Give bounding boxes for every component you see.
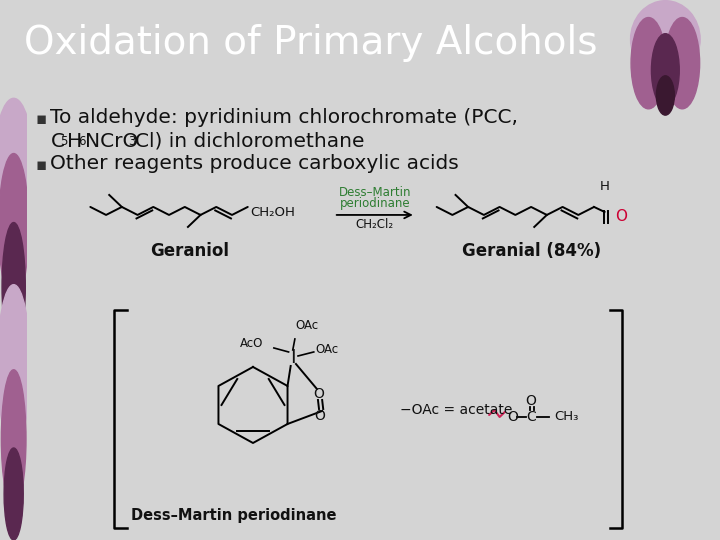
Ellipse shape <box>631 17 666 109</box>
Text: Geranial (84%): Geranial (84%) <box>462 242 600 260</box>
Text: H: H <box>67 132 83 151</box>
Text: O: O <box>315 409 325 423</box>
Text: CH₃: CH₃ <box>554 410 579 423</box>
Text: O: O <box>615 210 627 225</box>
Ellipse shape <box>0 98 33 227</box>
Text: Cl) in dichloromethane: Cl) in dichloromethane <box>135 132 365 151</box>
Text: 6: 6 <box>78 136 85 148</box>
Text: H: H <box>600 180 610 193</box>
Text: Oxidation of Primary Alcohols: Oxidation of Primary Alcohols <box>24 24 597 62</box>
Text: C: C <box>526 410 536 424</box>
Ellipse shape <box>0 285 30 446</box>
Text: O: O <box>526 394 536 408</box>
Text: Other reagents produce carboxylic acids: Other reagents produce carboxylic acids <box>50 154 459 173</box>
Ellipse shape <box>0 153 29 301</box>
Text: NCrO: NCrO <box>85 132 138 151</box>
Ellipse shape <box>652 33 679 107</box>
Text: AcO: AcO <box>240 338 264 350</box>
Ellipse shape <box>2 222 25 352</box>
Ellipse shape <box>657 76 675 115</box>
Text: 5: 5 <box>60 136 68 148</box>
Text: OAc: OAc <box>295 319 318 332</box>
Text: I: I <box>290 348 296 367</box>
Text: Geraniol: Geraniol <box>150 242 230 260</box>
Text: ▪: ▪ <box>36 110 47 128</box>
Ellipse shape <box>665 17 700 109</box>
Text: 3: 3 <box>128 136 135 148</box>
Text: periodinane: periodinane <box>339 197 410 210</box>
Ellipse shape <box>4 448 23 540</box>
Text: OAc: OAc <box>316 343 339 356</box>
Ellipse shape <box>631 1 700 78</box>
Text: CH₂Cl₂: CH₂Cl₂ <box>356 218 394 231</box>
Text: To aldehyde: pyridinium chlorochromate (PCC,: To aldehyde: pyridinium chlorochromate (… <box>50 108 518 127</box>
Text: C: C <box>50 132 65 151</box>
Text: O: O <box>314 387 325 401</box>
Text: ▪: ▪ <box>36 156 47 174</box>
Ellipse shape <box>1 370 26 508</box>
Text: −OAc = acetate: −OAc = acetate <box>400 403 513 417</box>
Text: CH₂OH: CH₂OH <box>250 206 294 219</box>
Text: Dess–Martin: Dess–Martin <box>338 186 411 199</box>
Text: O: O <box>507 410 518 424</box>
Text: Dess–Martin periodinane: Dess–Martin periodinane <box>131 508 337 523</box>
